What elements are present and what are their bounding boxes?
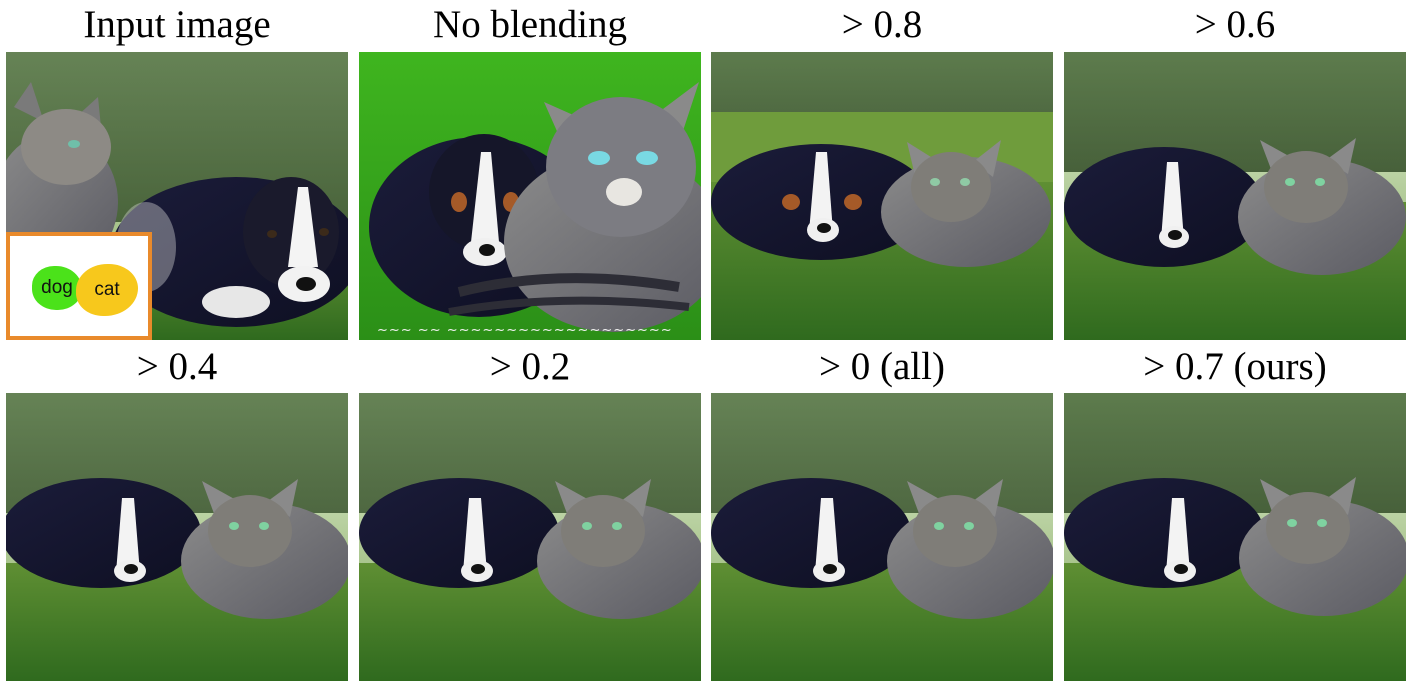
- watermark-artifact: ~~~ ~~ ~~~~~~~~~~~~~~~~~~~: [377, 323, 673, 338]
- panel-image: [1064, 52, 1406, 340]
- panel-image: [359, 393, 701, 681]
- panel-image: [6, 393, 348, 681]
- panel-caption: No blending: [433, 3, 627, 46]
- panel-image: [711, 393, 1053, 681]
- mask-label-dog: dog: [32, 266, 82, 310]
- threshold-0-8-photo-illustration: [711, 52, 1053, 340]
- panel-caption: > 0.8: [841, 3, 923, 46]
- panel-caption: > 0.6: [1194, 3, 1276, 46]
- segmentation-mask-inset: dog cat: [6, 232, 152, 340]
- panel-caption: > 0.7 (ours): [1143, 345, 1327, 388]
- threshold-0-2-photo-illustration: [359, 393, 701, 681]
- threshold-0-6-photo-illustration: [1064, 52, 1406, 340]
- panel-caption: Input image: [83, 3, 271, 46]
- threshold-0-7-ours-photo-illustration: [1064, 393, 1406, 681]
- panel-image: [711, 52, 1053, 340]
- panel-caption: > 0.2: [489, 345, 571, 388]
- no-blending-photo-illustration: [359, 52, 701, 340]
- threshold-0-all-photo-illustration: [711, 393, 1053, 681]
- mask-label-cat: cat: [76, 264, 138, 316]
- panel-image: ~~~ ~~ ~~~~~~~~~~~~~~~~~~~: [359, 52, 701, 340]
- panel-caption: > 0.4: [136, 345, 218, 388]
- panel-image: dog cat: [6, 52, 348, 340]
- panel-image: [1064, 393, 1406, 681]
- threshold-0-4-photo-illustration: [6, 393, 348, 681]
- panel-caption: > 0 (all): [819, 345, 945, 388]
